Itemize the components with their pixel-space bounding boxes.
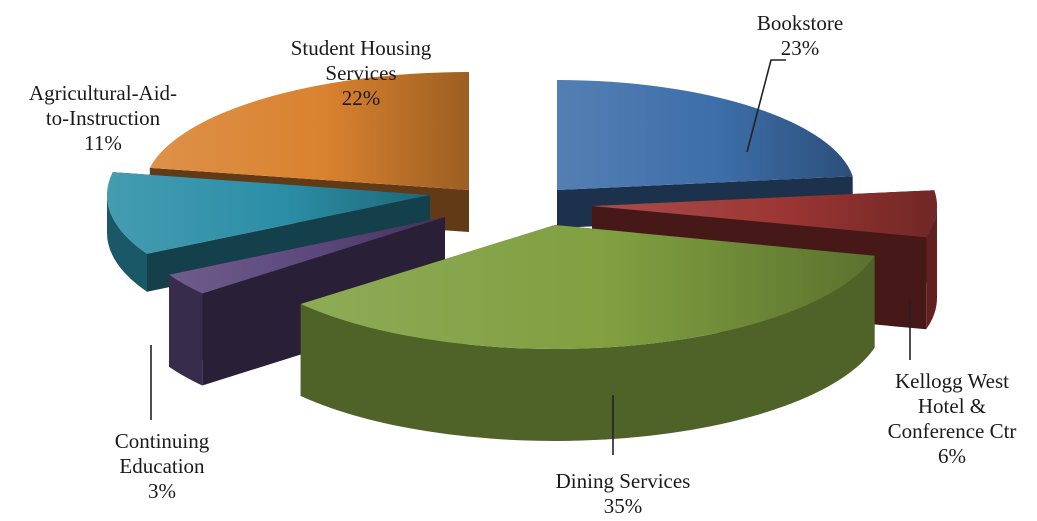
slice-agricultural-aid-to-instruction xyxy=(106,172,430,254)
slice-wall-continuing-education-end xyxy=(169,217,445,367)
slice-label-continuing-education: Continuing Education 3% xyxy=(115,429,210,503)
slice-tops xyxy=(106,72,938,349)
slice-bookstore xyxy=(557,79,853,190)
slice-rim-continuing-education xyxy=(169,274,203,386)
slice-sides xyxy=(107,167,938,441)
slice-kellogg-west-hotel-conference-ctr xyxy=(592,190,938,238)
slice-label-dining-services: Dining Services 35% xyxy=(556,469,691,518)
slice-student-housing-services xyxy=(149,72,470,190)
slice-label-student-housing-services: Student Housing Services 22% xyxy=(291,36,432,110)
slice-rim-kellogg-west-hotel-conference-ctr xyxy=(926,206,938,330)
slice-rim-agricultural-aid-to-instruction xyxy=(107,195,147,292)
slice-label-bookstore: Bookstore 23% xyxy=(757,11,843,60)
slice-continuing-education xyxy=(169,217,445,294)
slice-rim-dining-services xyxy=(300,255,875,441)
slice-labels: Bookstore 23% Kellogg West Hotel & Conferenc… xyxy=(29,11,1017,518)
leader-line-bookstore xyxy=(746,59,786,153)
slice-label-kellogg-west-hotel-conference-ctr: Kellogg West Hotel & Conference Ctr 6% xyxy=(888,369,1017,468)
slice-dining-services xyxy=(300,225,875,349)
label-leaders xyxy=(150,59,911,455)
slice-label-agricultural-aid-to-instruction: Agricultural-Aid-to-Instruction 11% xyxy=(29,81,177,155)
